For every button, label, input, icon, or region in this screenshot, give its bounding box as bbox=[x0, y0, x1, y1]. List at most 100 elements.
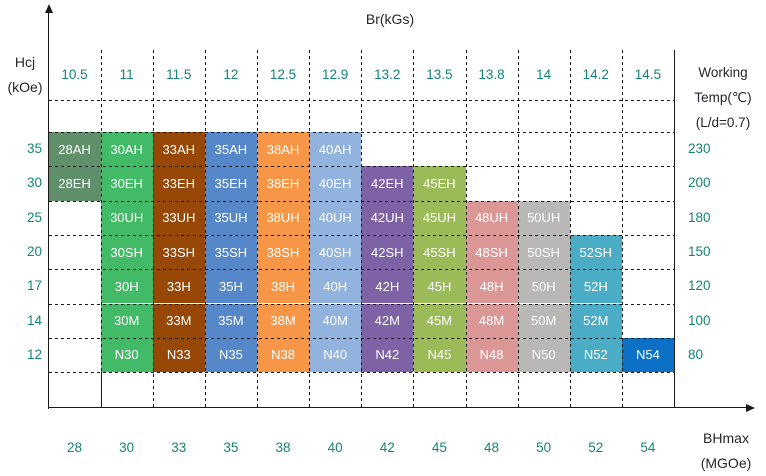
grade-cell-42EH: 42EH bbox=[361, 166, 414, 201]
bhmax-tick-52: 52 bbox=[588, 440, 604, 455]
hcj-tick-25: 25 bbox=[26, 209, 42, 225]
grid-vline-3 bbox=[204, 50, 206, 408]
grade-cell-30M: 30M bbox=[100, 303, 153, 338]
grade-cell-30EH: 30EH bbox=[100, 166, 153, 201]
grid-vline-9 bbox=[517, 50, 519, 408]
y-axis-line bbox=[48, 12, 50, 409]
grade-cell-40H: 40H bbox=[309, 269, 362, 304]
left-axis-title-line2: (kOe) bbox=[7, 79, 43, 95]
grade-cell-28EH: 28EH bbox=[48, 166, 101, 201]
top-axis-title: Br(kGs) bbox=[365, 11, 415, 27]
grade-cell-42H: 42H bbox=[361, 269, 414, 304]
br-tick-14.5: 14.5 bbox=[634, 67, 662, 82]
grade-cell-N48: N48 bbox=[465, 337, 518, 373]
grade-cell-N52: N52 bbox=[569, 337, 622, 373]
grid-vline-5 bbox=[309, 50, 311, 408]
right-axis-title-line1: Working bbox=[698, 65, 748, 80]
temp-tick-180: 180 bbox=[688, 209, 711, 225]
grade-cell-35H: 35H bbox=[204, 269, 257, 304]
grade-cell-30UH: 30UH bbox=[100, 200, 153, 235]
grade-cell-48M: 48M bbox=[465, 303, 518, 338]
grade-cell-38AH: 38AH bbox=[257, 132, 310, 167]
grade-cell-33H: 33H bbox=[152, 269, 205, 304]
grade-cell-52H: 52H bbox=[569, 269, 622, 304]
grade-cell-35EH: 35EH bbox=[204, 166, 257, 201]
grid-vline-10 bbox=[569, 50, 571, 408]
grid-vline-2 bbox=[152, 50, 154, 408]
grade-cell-35M: 35M bbox=[204, 303, 257, 338]
grade-cell-40EH: 40EH bbox=[309, 166, 362, 201]
grade-cell-N38: N38 bbox=[257, 337, 310, 373]
grade-cell-30AH: 30AH bbox=[100, 132, 153, 167]
grid-vline-1 bbox=[100, 50, 102, 408]
grade-cell-48UH: 48UH bbox=[465, 200, 518, 235]
y-axis-arrow-icon bbox=[45, 4, 53, 13]
col28-bottom-border bbox=[101, 372, 103, 408]
bottom-axis-title-line1: BHmax bbox=[703, 430, 749, 446]
grade-cell-42SH: 42SH bbox=[361, 234, 414, 270]
grade-cell-48SH: 48SH bbox=[465, 234, 518, 270]
bhmax-tick-42: 42 bbox=[379, 440, 395, 455]
br-tick-13.8: 13.8 bbox=[478, 67, 505, 82]
bhmax-tick-28: 28 bbox=[66, 440, 83, 455]
grade-cell-52M: 52M bbox=[569, 303, 622, 338]
hcj-tick-14: 14 bbox=[26, 312, 42, 328]
grade-cell-N42: N42 bbox=[361, 337, 414, 373]
grade-cell-38EH: 38EH bbox=[257, 166, 310, 201]
grade-cell-35AH: 35AH bbox=[204, 132, 257, 167]
right-axis-title: Working Temp(℃) (L/d=0.7) bbox=[680, 60, 766, 135]
grade-cell-40M: 40M bbox=[309, 303, 362, 338]
plot-right-border bbox=[674, 50, 676, 408]
grade-cell-33UH: 33UH bbox=[152, 200, 205, 235]
bhmax-tick-40: 40 bbox=[327, 440, 343, 455]
br-tick-10.5: 10.5 bbox=[61, 67, 88, 82]
grade-cell-N33: N33 bbox=[152, 337, 205, 373]
bhmax-tick-35: 35 bbox=[223, 440, 239, 455]
hcj-tick-35: 35 bbox=[26, 141, 42, 157]
grade-cell-28AH: 28AH bbox=[48, 132, 101, 167]
bhmax-tick-30: 30 bbox=[119, 440, 135, 455]
grade-cell-45H: 45H bbox=[413, 269, 466, 304]
right-axis-title-line2: Temp(℃) bbox=[694, 90, 752, 105]
hcj-tick-17: 17 bbox=[26, 278, 42, 294]
right-axis-title-line3: (L/d=0.7) bbox=[695, 115, 751, 130]
grade-cell-45SH: 45SH bbox=[413, 234, 466, 270]
grid-vline-7 bbox=[413, 50, 415, 408]
bhmax-tick-38: 38 bbox=[275, 440, 291, 455]
grade-cell-38M: 38M bbox=[257, 303, 310, 338]
br-tick-11: 11 bbox=[119, 67, 134, 82]
bhmax-tick-50: 50 bbox=[536, 440, 552, 455]
grade-cell-N35: N35 bbox=[204, 337, 257, 373]
grade-cell-30H: 30H bbox=[100, 269, 153, 304]
grade-cell-38SH: 38SH bbox=[257, 234, 310, 270]
br-tick-12: 12 bbox=[223, 67, 239, 82]
hcj-tick-20: 20 bbox=[26, 244, 42, 260]
grade-cell-40AH: 40AH bbox=[309, 132, 362, 167]
grade-cell-42UH: 42UH bbox=[361, 200, 414, 235]
grade-cell-33M: 33M bbox=[152, 303, 205, 338]
grade-cell-33SH: 33SH bbox=[152, 234, 205, 270]
br-tick-14: 14 bbox=[536, 67, 552, 82]
temp-tick-80: 80 bbox=[688, 346, 704, 362]
grade-cell-50M: 50M bbox=[517, 303, 570, 338]
hcj-tick-12: 12 bbox=[26, 346, 42, 362]
br-tick-11.5: 11.5 bbox=[166, 67, 192, 82]
br-tick-14.2: 14.2 bbox=[582, 67, 609, 82]
bhmax-tick-54: 54 bbox=[640, 440, 656, 455]
bhmax-tick-48: 48 bbox=[483, 440, 500, 455]
grade-cell-N54: N54 bbox=[621, 337, 674, 373]
grade-cell-33AH: 33AH bbox=[152, 132, 205, 167]
grade-cell-50UH: 50UH bbox=[517, 200, 570, 235]
bottom-axis-title: BHmax (MGOe) bbox=[688, 426, 764, 476]
grade-cell-38UH: 38UH bbox=[257, 200, 310, 235]
grade-cell-N45: N45 bbox=[413, 337, 466, 373]
grid-vline-8 bbox=[465, 50, 467, 408]
br-tick-12.9: 12.9 bbox=[321, 67, 349, 82]
temp-tick-230: 230 bbox=[688, 141, 711, 157]
hcj-tick-30: 30 bbox=[26, 175, 42, 191]
temp-tick-100: 100 bbox=[688, 312, 711, 328]
grade-cell-N50: N50 bbox=[517, 337, 570, 373]
x-axis-line bbox=[48, 407, 749, 409]
